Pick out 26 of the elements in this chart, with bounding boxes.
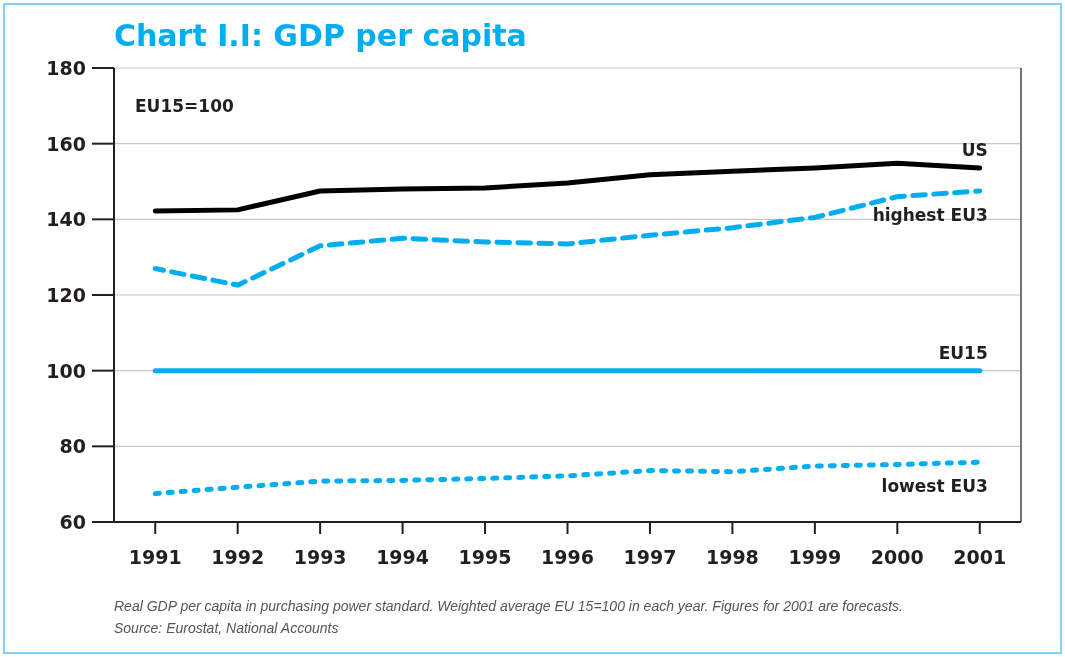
source-note: Source: Eurostat, National Accounts	[114, 620, 339, 636]
x-tick-label: 2001	[953, 546, 1007, 568]
y-tick-label: 180	[46, 57, 86, 79]
x-tick-label: 1993	[293, 546, 347, 568]
y-tick-label: 80	[59, 435, 86, 458]
x-tick-label: 1995	[458, 546, 512, 568]
annotation: EU15=100	[135, 96, 234, 116]
x-tick-label: 1996	[541, 546, 594, 568]
x-tick-label: 1999	[788, 546, 842, 568]
series-label: highest EU3	[872, 204, 988, 225]
text: Real GDP per capita in purchasing power standard. Weighted average EU 15=100 in each year. Figures for 2001 are forecasts.	[114, 598, 903, 614]
series-label: lowest EU3	[881, 476, 988, 497]
y-tick-label: 120	[46, 284, 86, 306]
y-tick-label: 140	[46, 208, 86, 231]
x-tick-label: 1991	[128, 546, 182, 568]
x-tick-label: 1994	[376, 546, 430, 568]
y-tick-label: 160	[46, 132, 86, 155]
series-label: US	[961, 139, 988, 160]
x-tick-label: 1998	[705, 546, 759, 568]
x-tick-label: 2000	[870, 546, 924, 568]
chart-title: Chart I.I: GDP per capita	[114, 18, 527, 53]
y-tick-label: 100	[46, 359, 86, 382]
x-tick-label: 1992	[211, 546, 265, 568]
y-tick-label: 60	[59, 511, 86, 533]
series-label: EU15	[938, 342, 988, 363]
x-tick-label: 1997	[623, 546, 677, 568]
